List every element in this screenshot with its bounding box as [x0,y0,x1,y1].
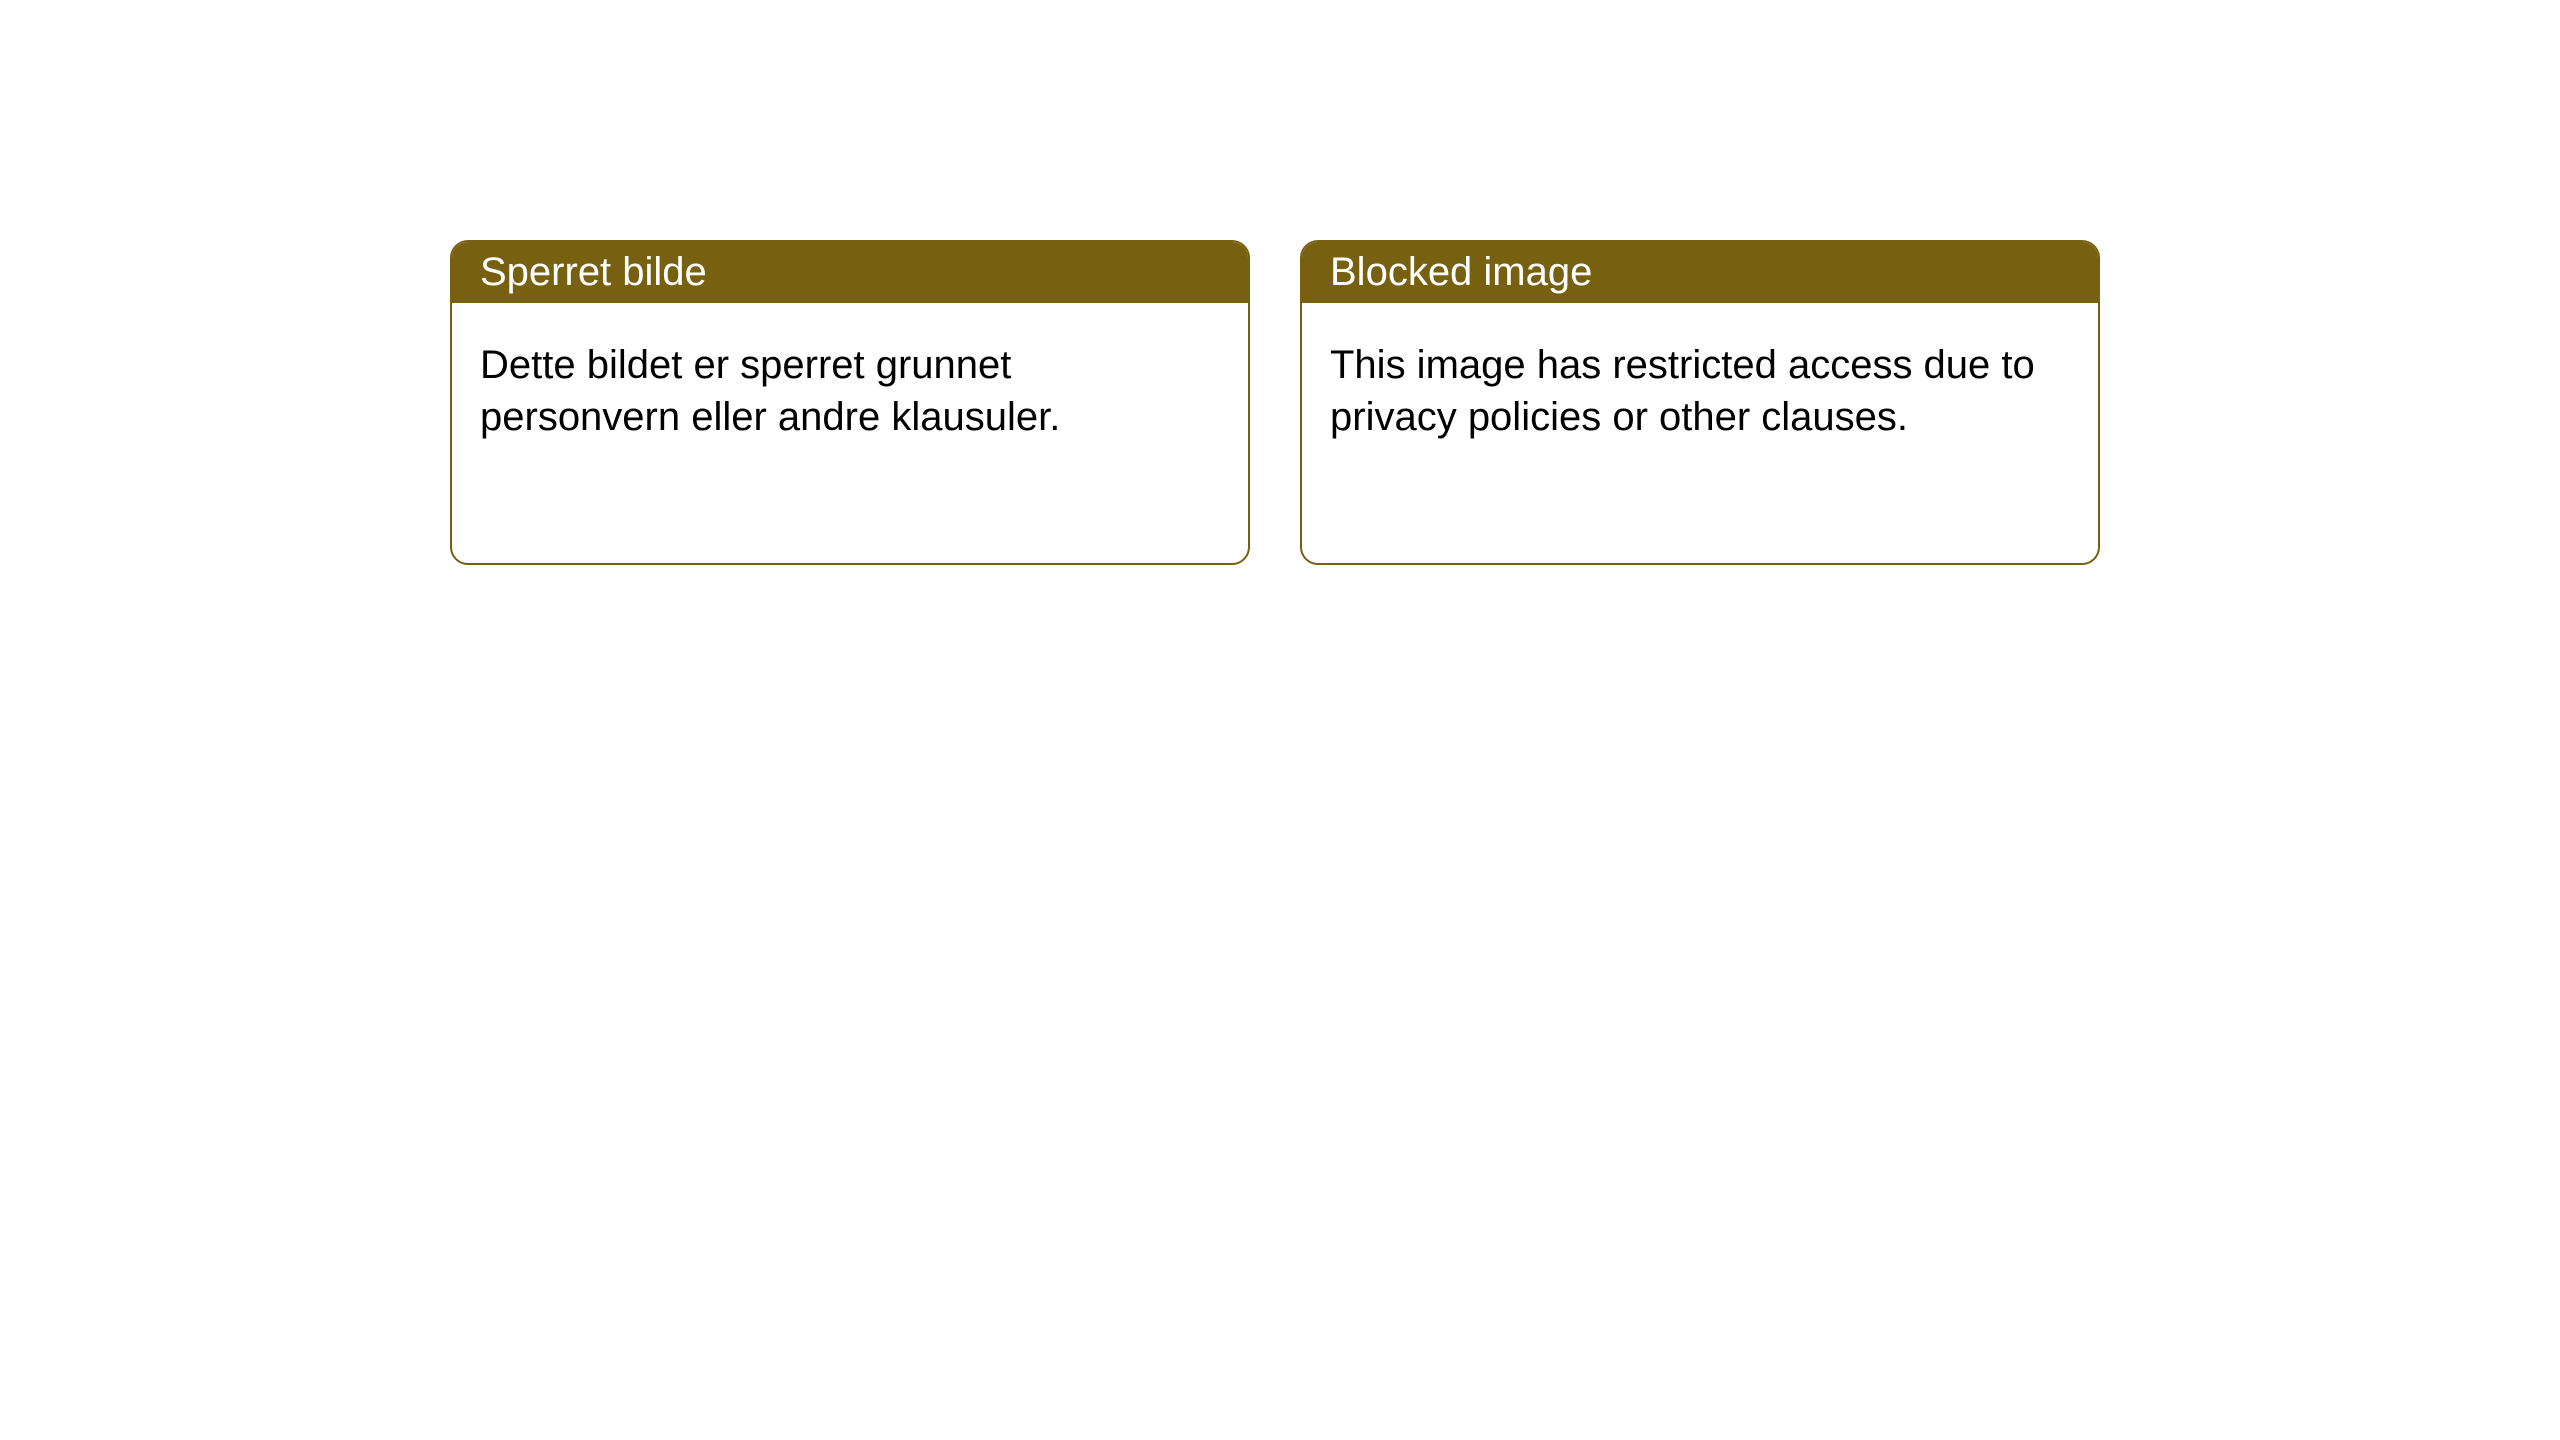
notice-card-english: Blocked image This image has restricted … [1300,240,2100,565]
notice-body-norwegian: Dette bildet er sperret grunnet personve… [452,303,1248,563]
notice-body-english: This image has restricted access due to … [1302,303,2098,563]
notice-card-norwegian: Sperret bilde Dette bildet er sperret gr… [450,240,1250,565]
notice-title-norwegian: Sperret bilde [452,242,1248,303]
notice-cards-container: Sperret bilde Dette bildet er sperret gr… [450,240,2100,565]
notice-title-english: Blocked image [1302,242,2098,303]
